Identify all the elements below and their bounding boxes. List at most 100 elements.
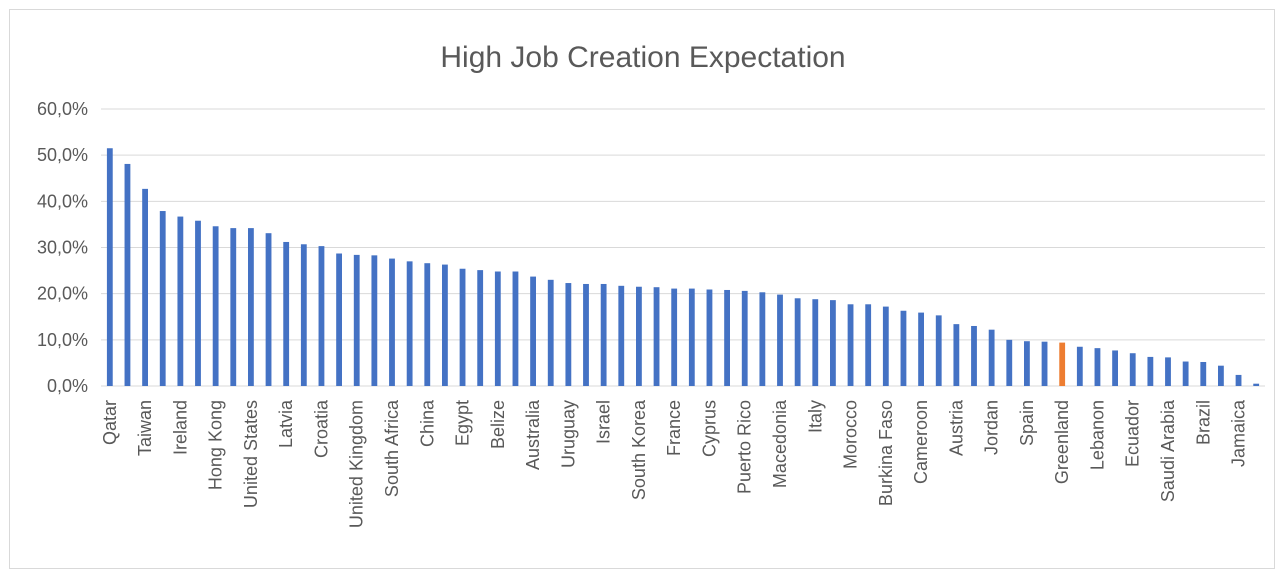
bar (300, 244, 307, 386)
bar (142, 188, 149, 386)
bar (671, 288, 678, 386)
x-tick-label: Italy (805, 400, 825, 433)
bar (882, 306, 889, 386)
x-tick-label: Uruguay (558, 400, 578, 468)
bar (653, 287, 660, 386)
chart-frame: High Job Creation Expectation 0,0% 10,0% 2… (9, 9, 1275, 569)
bar (177, 216, 184, 386)
bar (724, 289, 731, 386)
bar (1023, 341, 1030, 386)
x-tick-label: South Africa (382, 399, 402, 497)
bar (935, 315, 942, 386)
x-tick-label: Macedonia (770, 399, 790, 488)
bar (353, 254, 360, 386)
bar (424, 263, 431, 386)
x-tick-label: Greenland (1052, 400, 1072, 484)
x-tick-label: Taiwan (135, 400, 155, 456)
x-axis-ticks: Qatar Taiwan Ireland Hong Kong United States… (100, 399, 1249, 528)
bar (1182, 361, 1189, 386)
x-tick-label: Ecuador (1123, 400, 1143, 467)
bar (759, 292, 766, 386)
x-tick-label: China (417, 399, 437, 447)
x-tick-label: Lebanon (1087, 400, 1107, 470)
bar (195, 220, 201, 386)
bar (1235, 374, 1242, 386)
bar (1059, 342, 1066, 386)
bar (318, 246, 325, 386)
bar (865, 304, 872, 386)
bar (1129, 353, 1136, 386)
bar (741, 290, 748, 386)
bar (600, 283, 607, 386)
bar (953, 324, 960, 386)
bar (583, 283, 589, 386)
x-tick-label: Puerto Rico (735, 400, 755, 494)
bar-chart: High Job Creation Expectation 0,0% 10,0% 2… (37, 41, 1265, 528)
bar (988, 329, 995, 386)
bar (1147, 356, 1154, 386)
y-tick-label: 0,0% (47, 376, 88, 396)
chart-title: High Job Creation Expectation (440, 41, 845, 74)
bar (1112, 350, 1119, 386)
bar (1165, 357, 1171, 386)
bar (265, 233, 272, 386)
bar (565, 283, 572, 386)
y-tick-label: 10,0% (37, 330, 88, 350)
bar (777, 294, 783, 386)
bar (441, 264, 448, 386)
bar (389, 258, 395, 386)
bar (1094, 348, 1101, 386)
bar (918, 312, 925, 386)
x-tick-label: Burkina Faso (876, 400, 896, 506)
bars (106, 148, 1260, 386)
x-tick-label: Cyprus (699, 400, 719, 457)
bar (159, 211, 166, 386)
bar (371, 255, 378, 386)
bar (847, 304, 854, 386)
bar (706, 289, 713, 386)
x-tick-label: Belize (488, 400, 508, 449)
gridlines (101, 108, 1265, 387)
bar (459, 268, 466, 386)
x-tick-label: Austria (946, 399, 966, 456)
x-tick-label: United Kingdom (347, 400, 367, 528)
bar (1041, 341, 1048, 386)
x-tick-label: Australia (523, 399, 543, 470)
x-tick-label: Saudi Arabia (1158, 399, 1178, 502)
y-tick-label: 50,0% (37, 145, 88, 165)
x-tick-label: Cameroon (911, 400, 931, 484)
x-tick-label: Jordan (982, 400, 1002, 455)
bar (635, 286, 642, 386)
bar (212, 226, 219, 386)
bar (512, 271, 519, 386)
bar (794, 298, 801, 386)
bar (406, 261, 413, 386)
y-axis-ticks: 0,0% 10,0% 20,0% 30,0% 40,0% 50,0% 60,0% (37, 99, 88, 396)
x-tick-label: Hong Kong (206, 400, 226, 490)
bar (230, 228, 237, 386)
y-tick-label: 20,0% (37, 284, 88, 304)
x-tick-label: Qatar (100, 400, 120, 445)
bar (688, 288, 695, 386)
x-tick-label: Morocco (841, 400, 861, 469)
x-tick-label: France (664, 400, 684, 456)
bar (494, 271, 501, 386)
bar (1253, 383, 1260, 386)
bar (829, 300, 836, 386)
bar (124, 163, 131, 386)
bar (336, 253, 343, 386)
y-tick-label: 60,0% (37, 99, 88, 119)
bar (1076, 346, 1083, 386)
bar (1200, 361, 1207, 386)
bar (812, 299, 819, 386)
y-tick-label: 30,0% (37, 238, 88, 258)
bar (477, 270, 484, 386)
x-tick-label: United States (241, 400, 261, 508)
x-tick-label: South Korea (629, 399, 649, 500)
bar (900, 310, 907, 386)
x-tick-label: Croatia (311, 399, 331, 458)
bar (618, 285, 625, 386)
x-tick-label: Jamaica (1229, 399, 1249, 467)
bar (530, 276, 537, 386)
x-tick-label: Ireland (170, 400, 190, 455)
